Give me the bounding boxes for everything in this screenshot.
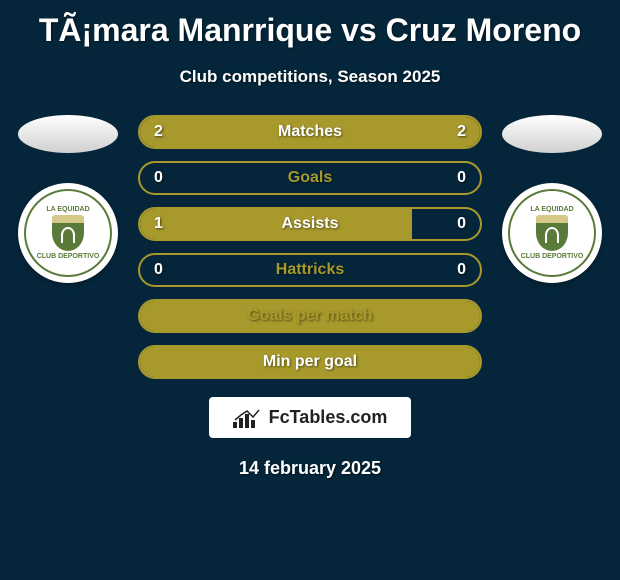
avatar-right bbox=[502, 115, 602, 153]
club-shield-icon bbox=[536, 215, 568, 251]
stat-value-right: 0 bbox=[457, 261, 466, 279]
stat-value-left: 2 bbox=[154, 123, 163, 141]
stat-label: Goals per match bbox=[247, 307, 372, 325]
stat-value-left: 0 bbox=[154, 169, 163, 187]
comparison-content: LA EQUIDAD CLUB DEPORTIVO 2 2 Matches 0 0 Goa… bbox=[0, 115, 620, 379]
stat-value-left: 0 bbox=[154, 261, 163, 279]
club-name-right: LA EQUIDAD bbox=[530, 206, 573, 213]
stat-row: 0 0 Hattricks bbox=[138, 253, 482, 287]
stat-value-left: 1 bbox=[154, 215, 163, 233]
stat-bar-left bbox=[140, 209, 412, 239]
player-right: LA EQUIDAD CLUB DEPORTIVO bbox=[492, 115, 612, 283]
club-logo-right: LA EQUIDAD CLUB DEPORTIVO bbox=[502, 183, 602, 283]
club-subtitle-right: CLUB DEPORTIVO bbox=[521, 253, 584, 260]
brand-box: FcTables.com bbox=[209, 397, 412, 438]
footer: FcTables.com 14 february 2025 bbox=[0, 397, 620, 479]
stat-value-right: 0 bbox=[457, 169, 466, 187]
stat-label: Hattricks bbox=[276, 261, 344, 279]
stat-row: Goals per match bbox=[138, 299, 482, 333]
stat-label: Matches bbox=[278, 123, 342, 141]
chart-icon bbox=[233, 408, 261, 428]
stat-value-right: 2 bbox=[457, 123, 466, 141]
stat-row: 2 2 Matches bbox=[138, 115, 482, 149]
stat-label: Assists bbox=[282, 215, 339, 233]
subtitle: Club competitions, Season 2025 bbox=[0, 67, 620, 87]
club-shield-icon bbox=[52, 215, 84, 251]
avatar-left bbox=[18, 115, 118, 153]
stat-label: Min per goal bbox=[263, 353, 357, 371]
club-logo-left: LA EQUIDAD CLUB DEPORTIVO bbox=[18, 183, 118, 283]
club-name-left: LA EQUIDAD bbox=[46, 206, 89, 213]
stat-label: Goals bbox=[288, 169, 332, 187]
stat-value-right: 0 bbox=[457, 215, 466, 233]
stat-row: 1 0 Assists bbox=[138, 207, 482, 241]
stats-container: 2 2 Matches 0 0 Goals 1 0 Assists 0 0 Hattricks Goal… bbox=[138, 115, 482, 379]
player-left: LA EQUIDAD CLUB DEPORTIVO bbox=[8, 115, 128, 283]
club-subtitle-left: CLUB DEPORTIVO bbox=[37, 253, 100, 260]
page-title: TÃ¡mara Manrrique vs Cruz Moreno bbox=[0, 0, 620, 49]
stat-row: 0 0 Goals bbox=[138, 161, 482, 195]
stat-row: Min per goal bbox=[138, 345, 482, 379]
date: 14 february 2025 bbox=[239, 458, 381, 479]
brand-text: FcTables.com bbox=[269, 407, 388, 428]
